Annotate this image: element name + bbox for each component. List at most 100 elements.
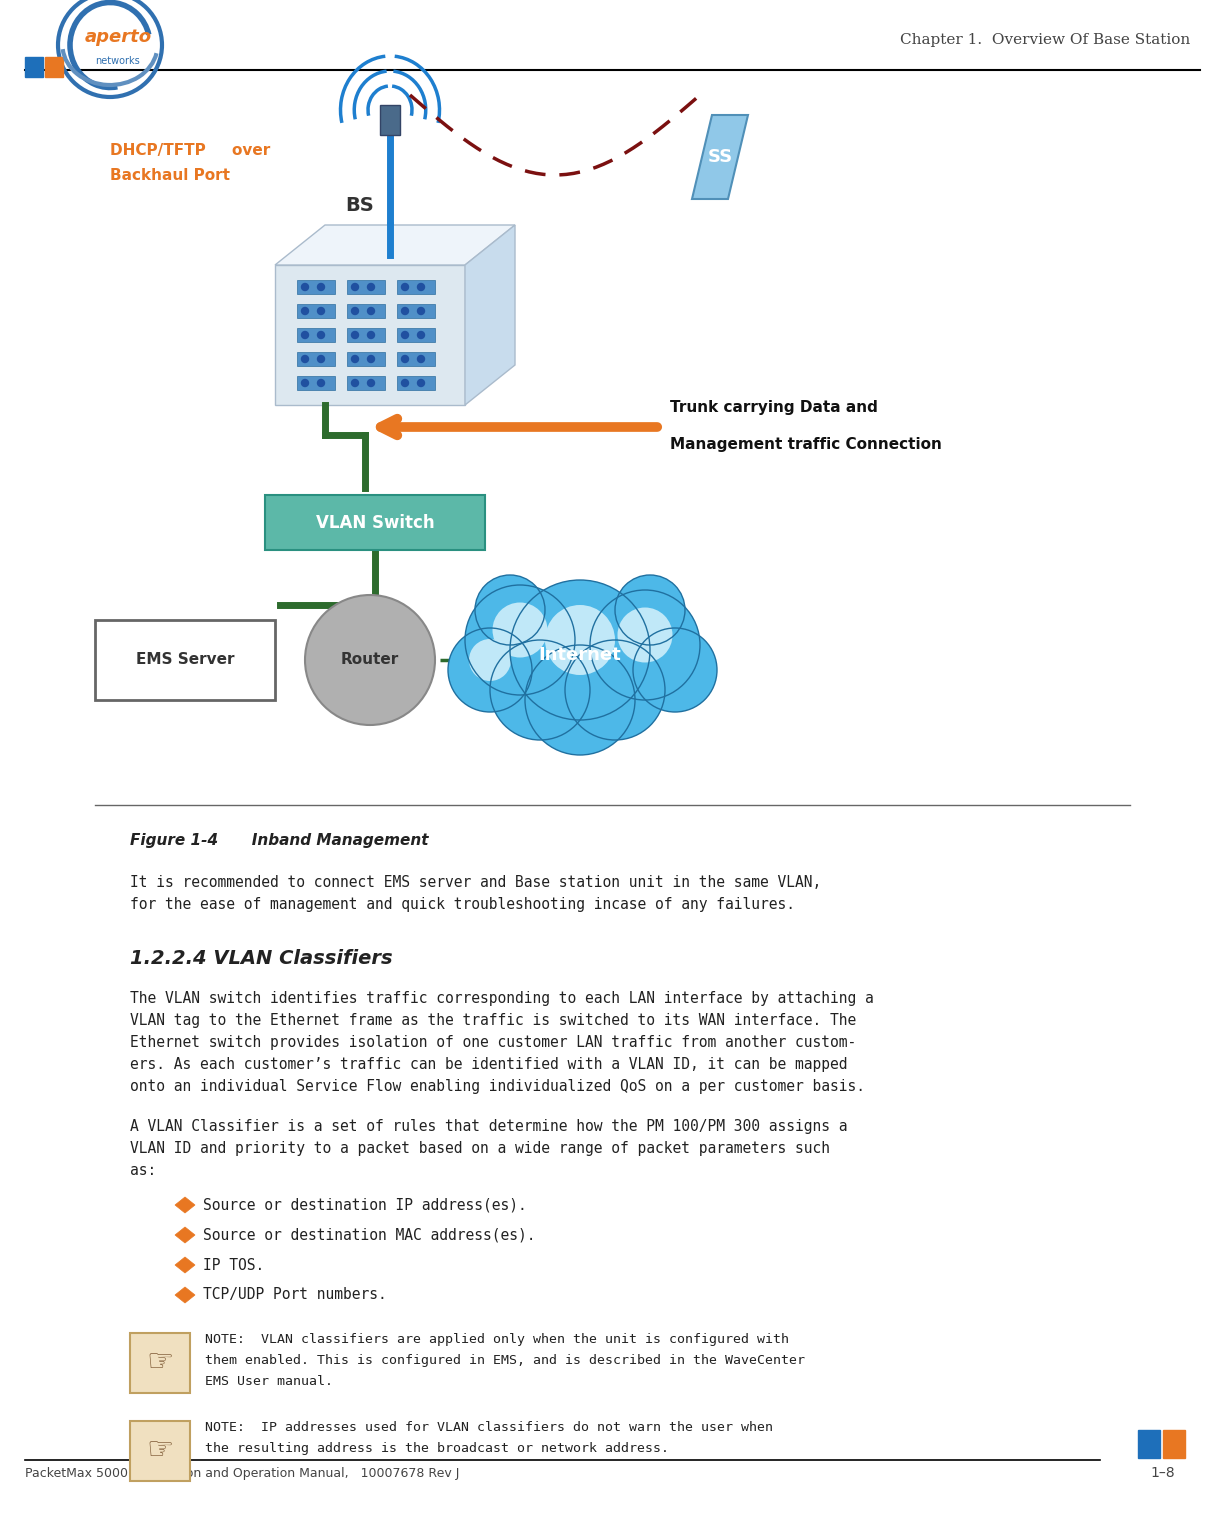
Circle shape: [401, 284, 409, 290]
Circle shape: [351, 379, 359, 387]
Circle shape: [565, 640, 665, 740]
Circle shape: [510, 580, 650, 720]
Text: VLAN ID and priority to a packet based on a wide range of packet parameters such: VLAN ID and priority to a packet based o…: [130, 1141, 830, 1156]
Text: PacketMax 5000 Installation and Operation Manual,   10007678 Rev J: PacketMax 5000 Installation and Operatio…: [24, 1467, 459, 1480]
Circle shape: [617, 608, 672, 663]
Circle shape: [417, 284, 425, 290]
Circle shape: [351, 284, 359, 290]
Circle shape: [590, 589, 700, 700]
Bar: [346, 328, 386, 342]
Circle shape: [305, 596, 435, 725]
Text: Router: Router: [340, 652, 399, 668]
Bar: [346, 352, 386, 365]
Text: Ethernet switch provides isolation of one customer LAN traffic from another cust: Ethernet switch provides isolation of on…: [130, 1035, 857, 1050]
Bar: [297, 328, 335, 342]
Text: the resulting address is the broadcast or network address.: the resulting address is the broadcast o…: [204, 1441, 670, 1455]
Circle shape: [301, 356, 308, 362]
Text: VLAN Switch: VLAN Switch: [316, 514, 435, 533]
Text: A VLAN Classifier is a set of rules that determine how the PM 100/PM 300 assigns: A VLAN Classifier is a set of rules that…: [130, 1119, 847, 1134]
Circle shape: [448, 628, 532, 712]
Text: ers. As each customer’s traffic can be identified with a VLAN ID, it can be mapp: ers. As each customer’s traffic can be i…: [130, 1058, 847, 1071]
Bar: [346, 279, 386, 295]
Circle shape: [401, 379, 409, 387]
Text: ☞: ☞: [147, 1437, 174, 1466]
Text: TCP/UDP Port numbers.: TCP/UDP Port numbers.: [203, 1288, 387, 1303]
Circle shape: [401, 356, 409, 362]
Text: Source or destination IP address(es).: Source or destination IP address(es).: [203, 1197, 526, 1213]
Text: It is recommended to connect EMS server and Base station unit in the same VLAN,: It is recommended to connect EMS server …: [130, 875, 821, 890]
Bar: [24, 57, 43, 77]
Bar: [1138, 1431, 1160, 1458]
Bar: [346, 376, 386, 390]
Circle shape: [614, 576, 685, 645]
Circle shape: [317, 332, 324, 339]
Circle shape: [475, 576, 545, 645]
Bar: [297, 376, 335, 390]
Bar: [266, 494, 485, 550]
Text: IP TOS.: IP TOS.: [203, 1257, 264, 1273]
Circle shape: [351, 307, 359, 315]
Text: Figure 1-4: Figure 1-4: [130, 834, 218, 847]
Circle shape: [317, 356, 324, 362]
Text: ☞: ☞: [147, 1349, 174, 1377]
Circle shape: [367, 332, 375, 339]
Circle shape: [301, 307, 308, 315]
Circle shape: [417, 307, 425, 315]
Text: 1–8: 1–8: [1151, 1466, 1175, 1480]
Text: as:: as:: [130, 1164, 157, 1177]
Polygon shape: [465, 226, 515, 405]
Text: for the ease of management and quick troubleshooting incase of any failures.: for the ease of management and quick tro…: [130, 896, 796, 912]
Text: BS: BS: [345, 196, 375, 215]
Circle shape: [317, 379, 324, 387]
Circle shape: [301, 284, 308, 290]
Circle shape: [301, 332, 308, 339]
Text: SS: SS: [707, 147, 733, 166]
Text: EMS Server: EMS Server: [136, 652, 234, 668]
Polygon shape: [175, 1226, 195, 1243]
Text: EMS User manual.: EMS User manual.: [204, 1375, 333, 1388]
Circle shape: [490, 640, 590, 740]
Circle shape: [367, 307, 375, 315]
Circle shape: [301, 379, 308, 387]
Text: networks: networks: [95, 55, 141, 66]
Circle shape: [465, 585, 575, 695]
Circle shape: [317, 284, 324, 290]
Polygon shape: [275, 266, 465, 405]
Bar: [95, 620, 275, 700]
Text: DHCP/TFTP     over: DHCP/TFTP over: [110, 143, 271, 158]
Circle shape: [417, 356, 425, 362]
Bar: [297, 352, 335, 365]
Circle shape: [367, 379, 375, 387]
Bar: [397, 352, 435, 365]
Text: Internet: Internet: [539, 646, 622, 665]
Bar: [346, 304, 386, 318]
Circle shape: [492, 603, 547, 657]
Circle shape: [401, 307, 409, 315]
Bar: [397, 304, 435, 318]
Text: aperto: aperto: [84, 28, 152, 46]
Text: VLAN tag to the Ethernet frame as the traffic is switched to its WAN interface. : VLAN tag to the Ethernet frame as the tr…: [130, 1013, 857, 1028]
Circle shape: [317, 307, 324, 315]
Circle shape: [633, 628, 717, 712]
Bar: [397, 376, 435, 390]
Text: Source or destination MAC address(es).: Source or destination MAC address(es).: [203, 1228, 536, 1242]
Bar: [397, 279, 435, 295]
Polygon shape: [175, 1197, 195, 1213]
Text: them enabled. This is configured in EMS, and is described in the WaveCenter: them enabled. This is configured in EMS,…: [204, 1354, 805, 1368]
Bar: [379, 104, 400, 135]
Polygon shape: [692, 115, 748, 200]
Circle shape: [351, 356, 359, 362]
Text: The VLAN switch identifies traffic corresponding to each LAN interface by attach: The VLAN switch identifies traffic corre…: [130, 992, 874, 1005]
Circle shape: [367, 356, 375, 362]
Text: onto an individual Service Flow enabling individualized QoS on a per customer ba: onto an individual Service Flow enabling…: [130, 1079, 865, 1094]
Bar: [297, 304, 335, 318]
Circle shape: [525, 645, 635, 755]
Bar: [130, 1332, 190, 1392]
Bar: [1163, 1431, 1185, 1458]
Polygon shape: [275, 226, 515, 266]
Text: NOTE:  IP addresses used for VLAN classifiers do not warn the user when: NOTE: IP addresses used for VLAN classif…: [204, 1421, 774, 1434]
Polygon shape: [175, 1257, 195, 1273]
Bar: [45, 57, 62, 77]
Circle shape: [351, 332, 359, 339]
Circle shape: [545, 605, 614, 675]
